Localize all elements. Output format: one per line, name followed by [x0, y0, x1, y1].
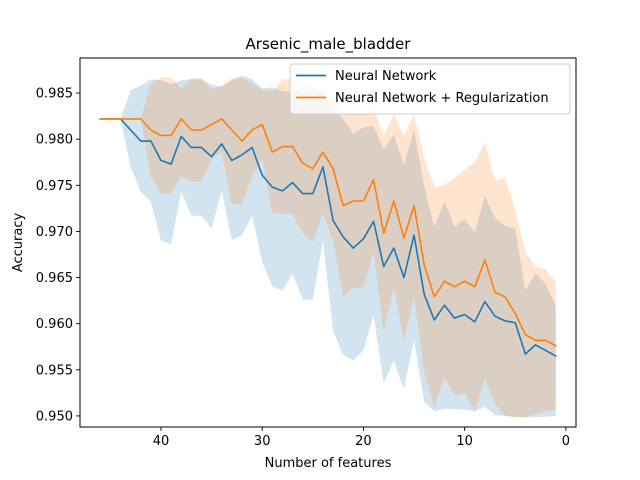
- x-tick-label: 20: [355, 434, 372, 449]
- confidence-bands: [100, 75, 556, 418]
- x-tick-label: 10: [456, 434, 473, 449]
- legend: Neural Network Neural Network + Regulari…: [289, 63, 571, 115]
- plot-area-frame: [79, 57, 577, 428]
- x-tick-label: 30: [254, 434, 271, 449]
- y-tick-label: 0.950: [36, 409, 73, 424]
- y-axis-title: Accuracy: [11, 213, 26, 273]
- x-axis-title: Number of features: [265, 456, 392, 471]
- y-tick-label: 0.980: [36, 133, 73, 148]
- series-lines: [99, 118, 557, 358]
- chart-title: Arsenic_male_bladder: [246, 35, 412, 54]
- legend-box: [289, 63, 571, 115]
- y-tick-label: 0.975: [36, 179, 73, 194]
- y-tick-label: 0.985: [36, 87, 73, 102]
- legend-label-neural-network: Neural Network: [335, 69, 437, 84]
- y-tick-label: 0.960: [36, 317, 73, 332]
- y-tick-label: 0.965: [36, 271, 73, 286]
- y-tick-label: 0.970: [36, 225, 73, 240]
- x-tick-label: 0: [562, 434, 570, 449]
- legend-label-regularization: Neural Network + Regularization: [335, 91, 549, 106]
- y-axis: 0.950 0.955 0.960 0.965 0.970 0.975 0.980 0.985: [36, 87, 80, 424]
- band-neural-network-regularization: [100, 77, 556, 417]
- x-axis: 40 30 20 10 0: [153, 427, 570, 449]
- band-neural-network: [100, 75, 556, 418]
- y-tick-label: 0.955: [36, 363, 73, 378]
- line-neural-network-regularization: [99, 118, 557, 347]
- line-neural-network: [99, 118, 557, 358]
- x-tick-label: 40: [153, 434, 170, 449]
